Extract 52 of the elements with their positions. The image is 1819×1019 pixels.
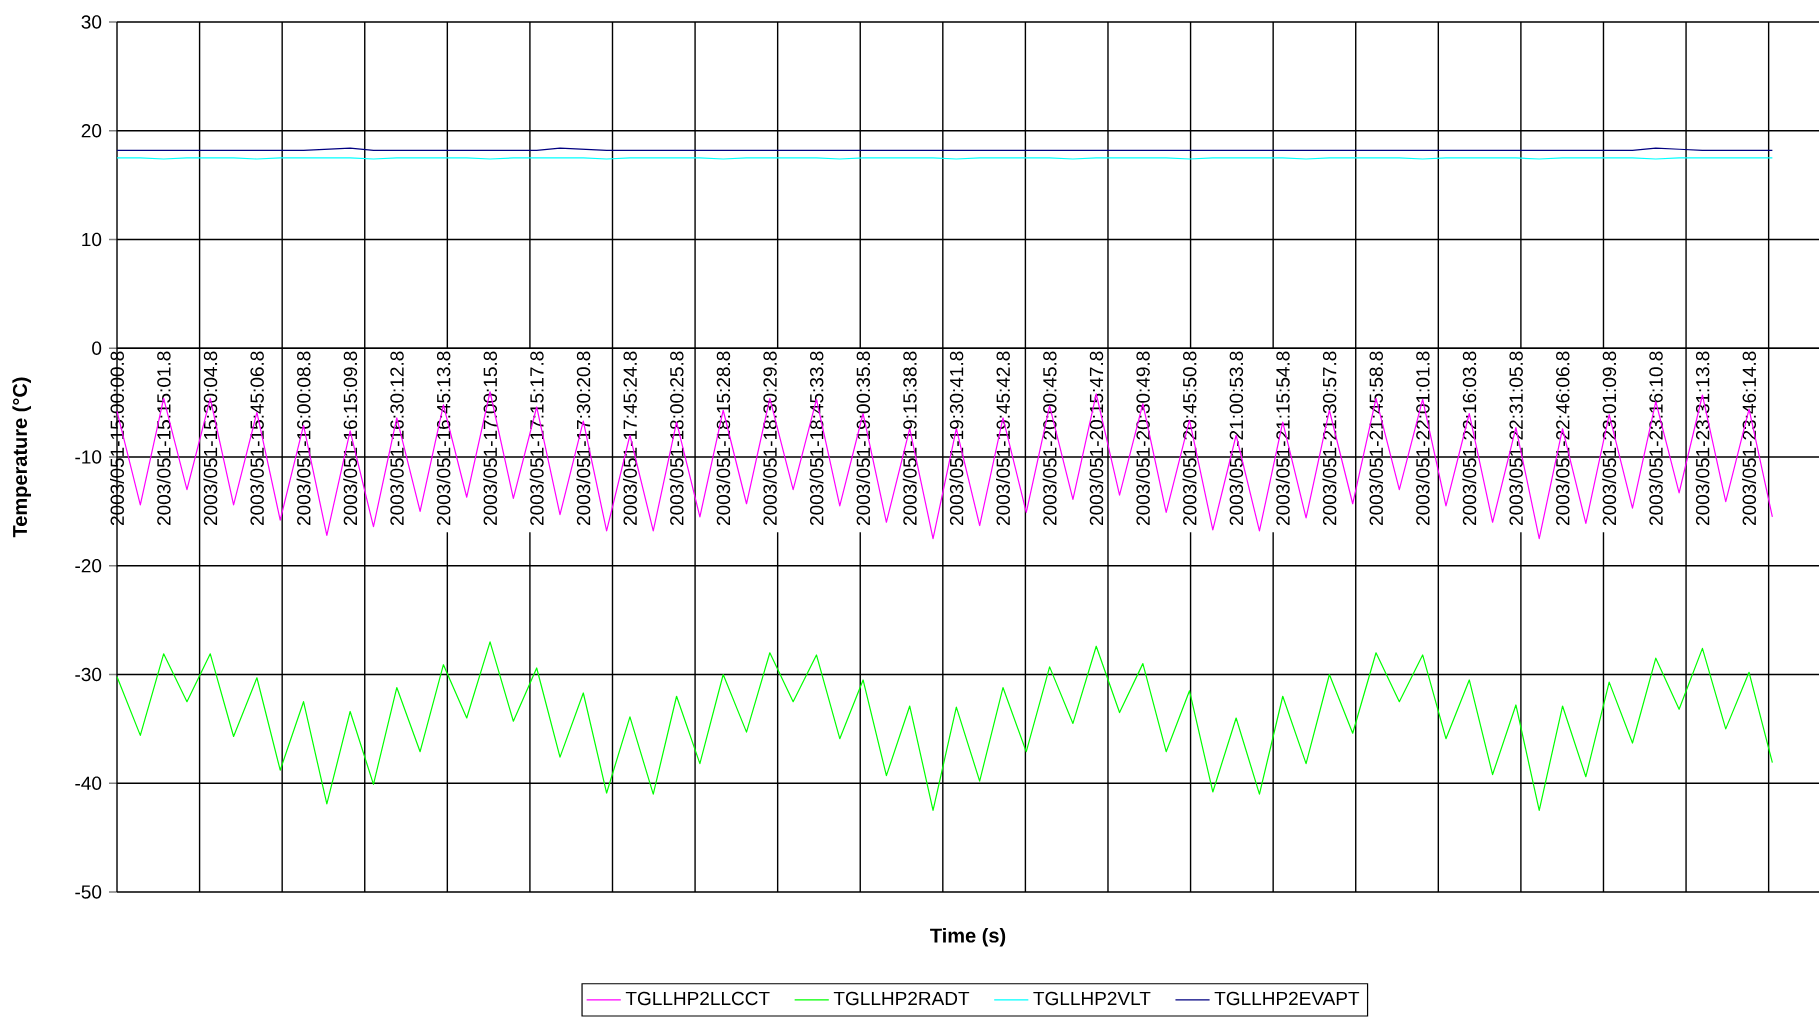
x-tick-label: 2003/051-21:00:53.8 [1229,351,1244,526]
y-tick-label: -50 [75,885,102,899]
x-tick-label: 2003/051-16:30:12.8 [389,351,404,526]
y-tick-label: -10 [75,450,102,464]
x-tick-label: 2003/051-22:31:05.8 [1508,351,1523,526]
x-tick-label: 2003/051-17:00:15.8 [483,351,498,526]
x-tick-label: 2003/051-23:16:10.8 [1648,351,1663,526]
x-tick-label: 2003/051-20:45:50.8 [1182,351,1197,526]
y-tick-label: -30 [75,667,102,682]
line-series [116,641,1773,812]
x-tick-label: 2003/051-19:30:41.8 [949,351,964,526]
x-tick-label: 2003/051-16:15:09.8 [343,351,358,526]
y-tick-label: 30 [81,15,102,29]
x-tick-label: 2003/051-18:15:28.8 [716,351,731,526]
x-tick-label: 2003/051-15:45:06.8 [249,351,264,526]
x-tick-label: 2003/051-16:45:13.8 [436,351,451,526]
legend-label: TGLLHP2RADT [833,991,970,1006]
legend-label: TGLLHP2LLCCT [625,991,770,1006]
x-tick-label: 2003/051-23:01:09.8 [1602,351,1617,526]
x-tick-label: 2003/051-18:45:33.8 [809,351,824,526]
x-tick-label: 2003/051-21:30:57.8 [1322,351,1337,526]
x-tick-label: 2003/051-22:16:03.8 [1462,351,1477,526]
y-tick-label: 0 [92,341,102,355]
x-tick-label: 2003/051-22:01:01.8 [1415,351,1430,526]
y-tick-label: 20 [81,124,102,138]
x-tick-label: 2003/051-17:45:24.8 [622,351,637,526]
y-tick-label: -40 [75,776,102,790]
x-tick-label: 2003/051-16:00:08.8 [296,351,311,526]
x-tick-label: 2003/051-23:31:13.8 [1695,351,1710,526]
x-tick-label: 2003/051-23:46:14.8 [1742,351,1757,526]
x-tick-label: 2003/051-22:46:06.8 [1555,351,1570,526]
x-tick-label: 2003/051-19:15:38.8 [902,351,917,526]
x-tick-label: 2003/051-21:15:54.8 [1275,351,1290,526]
x-tick-label: 2003/051-17:15:17.8 [529,351,544,526]
x-axis-title: Time (s) [930,927,1006,947]
x-tick-label: 2003/051-18:30:29.8 [762,351,777,526]
x-tick-label: 2003/051-18:00:25.8 [669,351,684,526]
x-tick-label: 2003/051-21:45:58.8 [1369,351,1383,526]
x-tick-label: 2003/051-20:15:47.8 [1089,351,1104,526]
y-axis-title: Temperature (°C) [12,377,32,538]
x-tick-label: 2003/051-15:30:04.8 [203,351,218,526]
x-tick-label: 2003/051-20:30:49.8 [1135,351,1150,526]
x-tick-label: 2003/051-19:00:35.8 [856,351,871,526]
x-tick-label: 2003/051-20:00:45.8 [1042,351,1057,526]
x-tick-label: 2003/051-19:45:42.8 [996,351,1010,526]
x-tick-label: 2003/051-15:00:00.8 [110,351,124,526]
x-tick-label: 2003/051-15:15:01.8 [156,351,171,526]
x-tick-label: 2003/051-17:30:20.8 [576,351,591,526]
y-tick-label: 10 [82,232,102,247]
y-tick-label: -20 [75,559,102,573]
legend-label: TGLLHP2EVAPT [1214,991,1360,1006]
legend-label: TGLLHP2VLT [1033,991,1151,1006]
